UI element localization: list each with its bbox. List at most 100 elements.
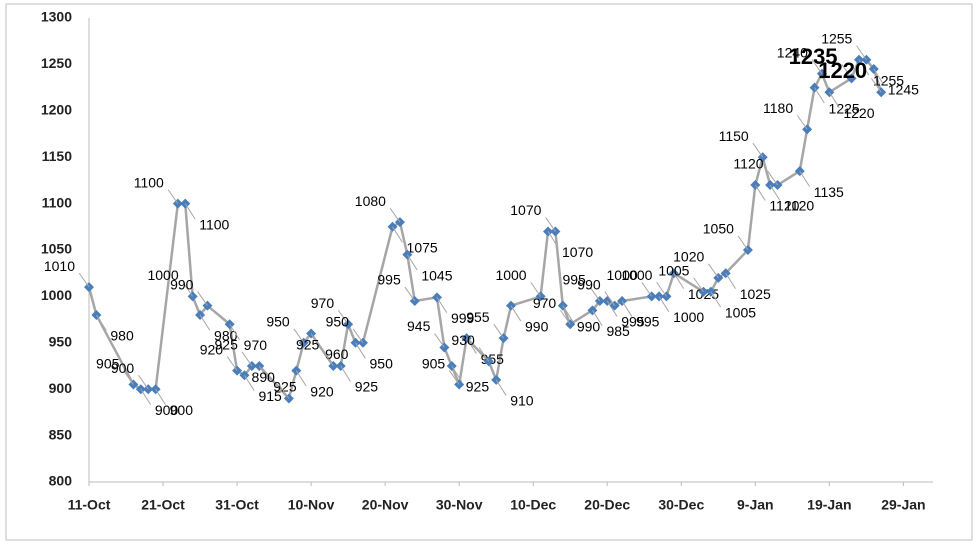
leader-line [799,170,810,187]
data-label: 950 [326,314,350,330]
leader-line [737,235,749,251]
leader-line [856,45,867,61]
data-label: 950 [266,314,290,330]
leader-line [310,333,322,350]
leader-line [197,291,208,306]
leader-line [404,286,416,302]
data-label: 1220 [818,58,867,83]
leader-line [466,337,477,354]
x-tick-label: 20-Dec [584,497,630,513]
data-label: 900 [155,402,179,418]
leader-line [641,282,653,297]
data-label: 995 [621,314,645,330]
data-label: 990 [577,318,601,334]
leader-line [244,375,255,391]
leader-line [752,142,764,158]
data-label: 1000 [621,267,652,283]
leader-line [560,309,571,325]
data-label: 1045 [421,267,452,283]
leader-line [767,170,778,186]
leader-line [769,184,781,201]
leader-line [710,291,722,308]
leader-line [545,217,556,232]
data-label: 925 [273,379,297,395]
leader-line [138,374,149,390]
leader-line [589,286,601,302]
x-tick-label: 21-Oct [141,497,185,513]
x-tick-label: 11-Oct [68,497,111,513]
leader-line [873,68,884,85]
x-tick-label: 30-Nov [436,497,483,513]
data-label: 925 [296,337,320,353]
leader-line [811,59,823,74]
data-label: 1135 [814,184,844,200]
leader-line [155,388,166,405]
leader-line [182,282,194,297]
marker [861,54,872,65]
y-tick-label: 1200 [41,102,72,118]
leader-line [493,323,505,339]
data-label: 925 [215,337,239,353]
leader-line [858,59,870,76]
data-label: 985 [606,323,630,339]
data-label: 1100 [199,216,229,232]
data-label: 1120 [733,156,763,172]
leader-line [436,297,448,313]
leader-line [78,272,90,288]
leader-line [606,300,618,317]
data-label: 1080 [355,193,386,209]
leader-line [510,305,522,322]
leader-line [708,263,719,279]
data-label: 1235 [789,44,838,69]
data-label: 1150 [719,128,749,144]
data-label: 1240 [777,44,808,60]
x-tick-label: 30-Dec [658,497,704,513]
data-label: 915 [258,388,282,404]
leader-line [796,115,808,130]
data-label: 1120 [769,198,799,214]
data-label: 925 [466,379,490,395]
leader-line [123,370,134,385]
data-label: 1005 [725,304,756,320]
data-label: 890 [252,369,276,385]
data-label: 1100 [134,174,164,190]
data-label: 970 [533,295,557,311]
data-label: 920 [310,383,334,399]
leader-line [434,333,445,348]
leader-line [754,184,766,201]
data-label: 960 [325,346,349,362]
data-label: 1255 [821,30,852,46]
data-label: 905 [96,355,120,371]
data-label: 1000 [495,267,526,283]
leader-line [140,388,152,405]
leader-line [323,351,334,367]
leader-line [278,384,290,399]
data-label: 1070 [562,244,593,260]
x-tick-label: 10-Dec [510,497,556,513]
data-label: 955 [466,309,490,325]
data-label: 980 [214,328,238,344]
y-tick-label: 900 [49,380,73,396]
y-tick-label: 1250 [41,55,72,71]
leader-line [547,231,559,248]
leader-line [340,365,351,382]
data-label: 910 [510,393,534,409]
leader-line [592,310,603,326]
leader-line [226,356,238,371]
leader-line [870,77,882,93]
data-label: 1075 [407,240,438,256]
leader-line [258,365,270,382]
data-label: 1010 [44,258,75,274]
data-label: 970 [311,295,335,311]
data-label: 1000 [607,267,638,283]
y-tick-label: 1050 [41,241,72,257]
x-tick-label: 19-Jan [807,497,851,513]
data-label: 1255 [873,72,904,88]
leader-line [448,370,460,385]
data-label: 995 [636,314,660,330]
leader-line [828,91,840,108]
leader-line [167,189,179,204]
leader-line [241,351,253,367]
x-tick-label: 20-Nov [362,497,409,513]
